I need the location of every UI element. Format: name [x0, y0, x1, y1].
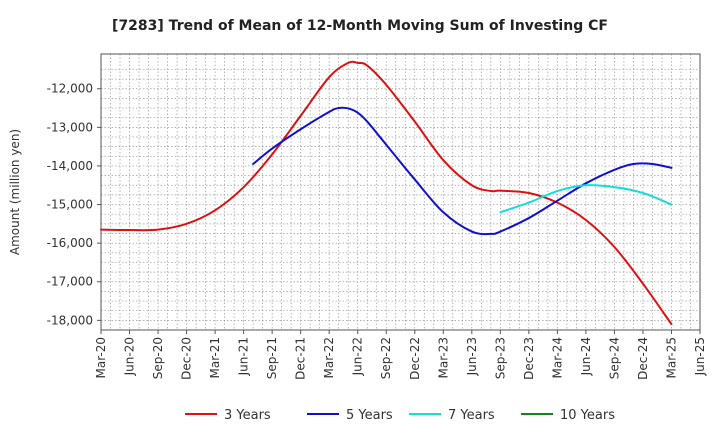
series-line-7-years: [499, 184, 673, 214]
x-tick-label: Jun-23: [465, 337, 479, 376]
y-tick-label: -18,000: [47, 313, 93, 327]
x-tick-label: Jun-24: [579, 337, 593, 376]
plot-area: [100, 53, 701, 331]
x-tick-label: Dec-22: [408, 337, 422, 380]
y-tick-label: -16,000: [47, 236, 93, 250]
y-tick-label: -17,000: [47, 275, 93, 289]
chart-title: [7283] Trend of Mean of 12-Month Moving …: [112, 18, 608, 34]
x-tick-label: Mar-21: [208, 337, 222, 378]
y-axis-label: Amount (million yen): [8, 129, 22, 255]
x-tick-label: Mar-24: [550, 337, 564, 378]
x-tick-label: Jun-22: [351, 337, 365, 376]
x-tick-label: Mar-25: [664, 337, 678, 378]
x-tick-label: Sep-21: [265, 337, 279, 379]
series-line-5-years: [252, 106, 673, 236]
legend: 3 Years 5 Years 7 Years 10 Years: [185, 408, 615, 423]
x-tick-label: Jun-21: [237, 337, 251, 376]
x-tick-label: Sep-22: [379, 337, 393, 379]
y-tick-label: -14,000: [47, 159, 93, 173]
x-tick-label: Sep-23: [493, 337, 507, 379]
x-tick-label: Mar-20: [94, 337, 108, 378]
x-tick-label: Sep-20: [151, 337, 165, 379]
x-axis: Mar-20 Jun-20 Sep-20 Dec-20 Mar-21 Jun-21 Sep-…: [94, 330, 707, 380]
x-tick-label: Dec-23: [522, 337, 536, 380]
x-tick-label: Dec-24: [636, 337, 650, 380]
y-tick-label: -12,000: [47, 82, 93, 96]
legend-label-5-years: 5 Years: [346, 408, 393, 423]
y-axis: -12,000 -13,000 -14,000 -15,000 -16,000 -17,0…: [47, 82, 101, 327]
legend-label-7-years: 7 Years: [448, 408, 495, 423]
x-tick-label: Mar-23: [436, 337, 450, 378]
x-tick-label: Dec-21: [294, 337, 308, 380]
x-tick-label: Jun-20: [123, 337, 137, 376]
grid: [100, 54, 701, 330]
y-tick-label: -15,000: [47, 198, 93, 212]
series-layer: [100, 60, 673, 326]
legend-label-10-years: 10 Years: [560, 408, 615, 423]
legend-label-3-years: 3 Years: [224, 408, 271, 423]
y-tick-label: -13,000: [47, 120, 93, 134]
x-tick-label: Sep-24: [607, 337, 621, 379]
series-line-3-years: [100, 60, 673, 326]
x-tick-label: Dec-20: [180, 337, 194, 380]
x-tick-label: Mar-22: [322, 337, 336, 378]
x-tick-label: Jun-25: [693, 337, 707, 376]
